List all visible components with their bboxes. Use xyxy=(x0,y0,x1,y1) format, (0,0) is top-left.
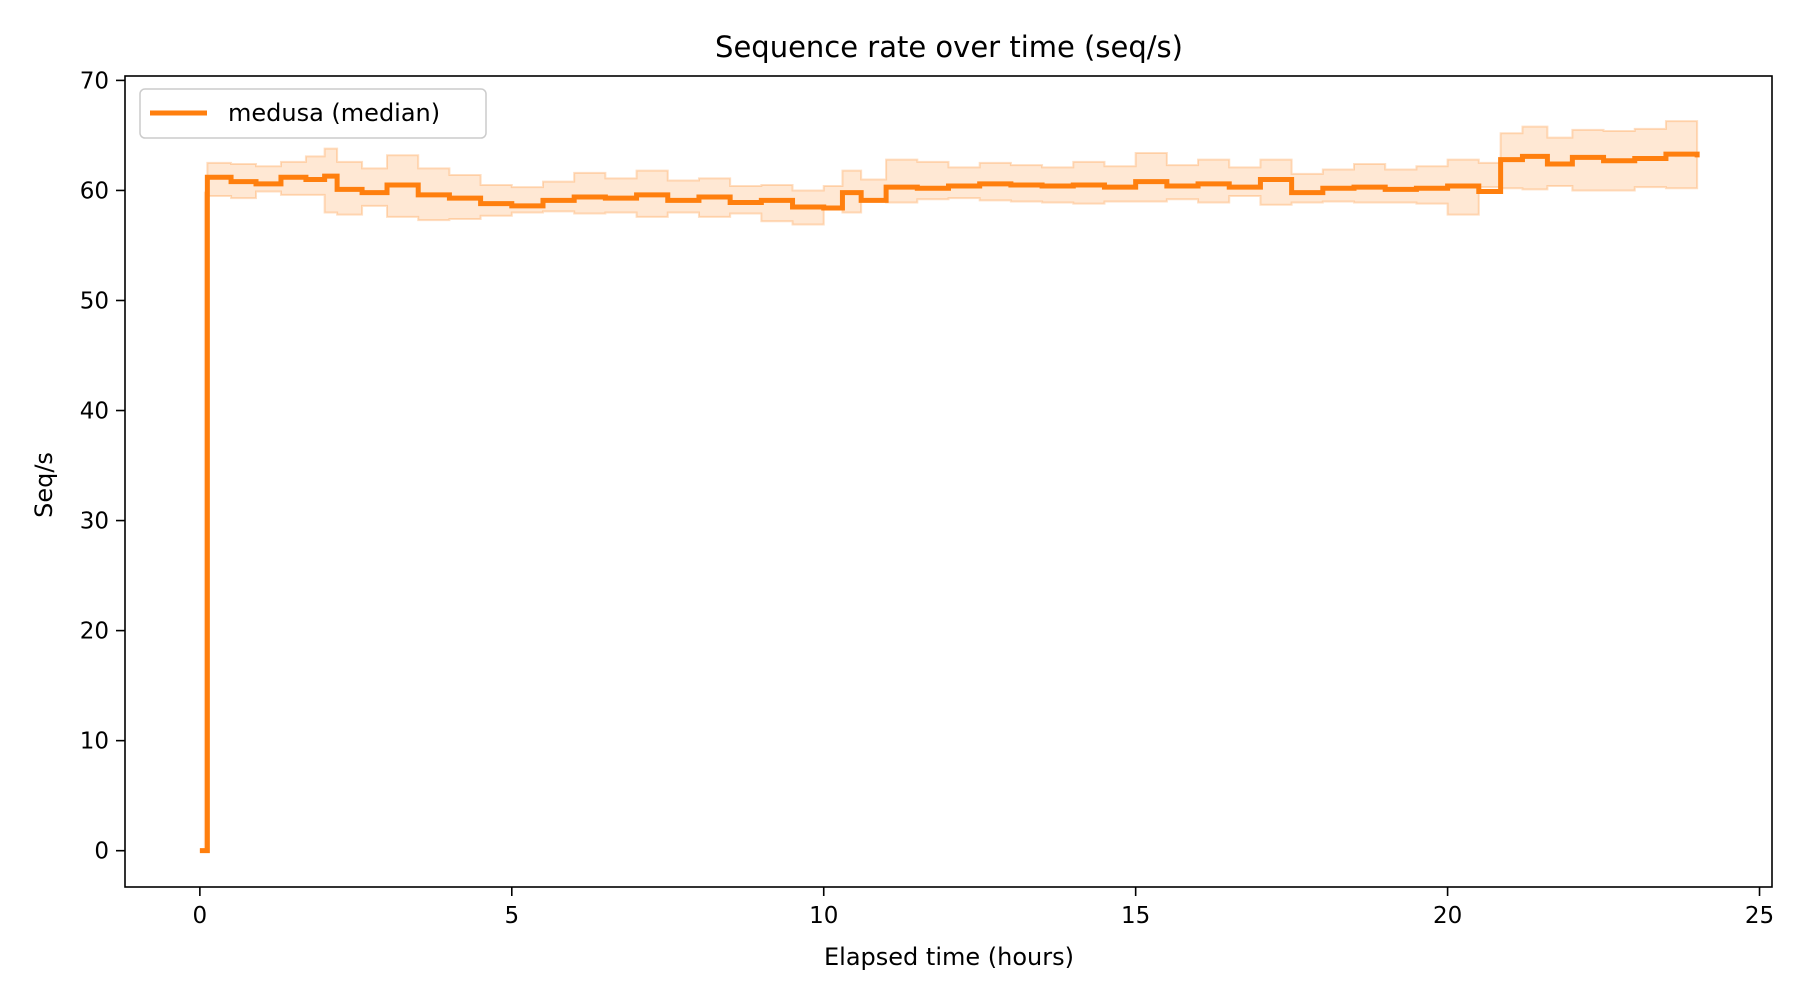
plot-area xyxy=(199,120,1700,854)
x-tick-label: 10 xyxy=(809,903,838,929)
x-axis-title: Elapsed time (hours) xyxy=(824,943,1074,971)
y-tick-label: 10 xyxy=(80,729,109,755)
y-tick-label: 0 xyxy=(94,839,109,865)
x-tick-label: 15 xyxy=(1121,903,1150,929)
y-tick-label: 50 xyxy=(80,288,109,314)
x-tick-label: 20 xyxy=(1433,903,1462,929)
axes: 0 5 10 15 20 25 0 10 20 30 40 50 60 70 xyxy=(80,68,1774,929)
x-tick-label: 25 xyxy=(1745,903,1774,929)
y-tick-label: 20 xyxy=(80,619,109,645)
y-axis-title: Seq/s xyxy=(30,452,58,518)
x-tick-label: 5 xyxy=(504,903,519,929)
series-band-medusa xyxy=(199,120,1699,852)
legend-label-medusa: medusa (median) xyxy=(228,99,440,127)
y-tick-label: 60 xyxy=(80,178,109,204)
y-tick-label: 40 xyxy=(80,399,109,425)
y-tick-label: 70 xyxy=(80,68,109,94)
legend: medusa (median) xyxy=(139,88,487,139)
legend-box xyxy=(139,88,487,139)
chart-title: Sequence rate over time (seq/s) xyxy=(715,30,1183,64)
axes-frame xyxy=(124,75,1773,888)
x-tick-label: 0 xyxy=(193,903,208,929)
series-line-medusa xyxy=(199,151,1700,854)
y-tick-label: 30 xyxy=(80,509,109,535)
